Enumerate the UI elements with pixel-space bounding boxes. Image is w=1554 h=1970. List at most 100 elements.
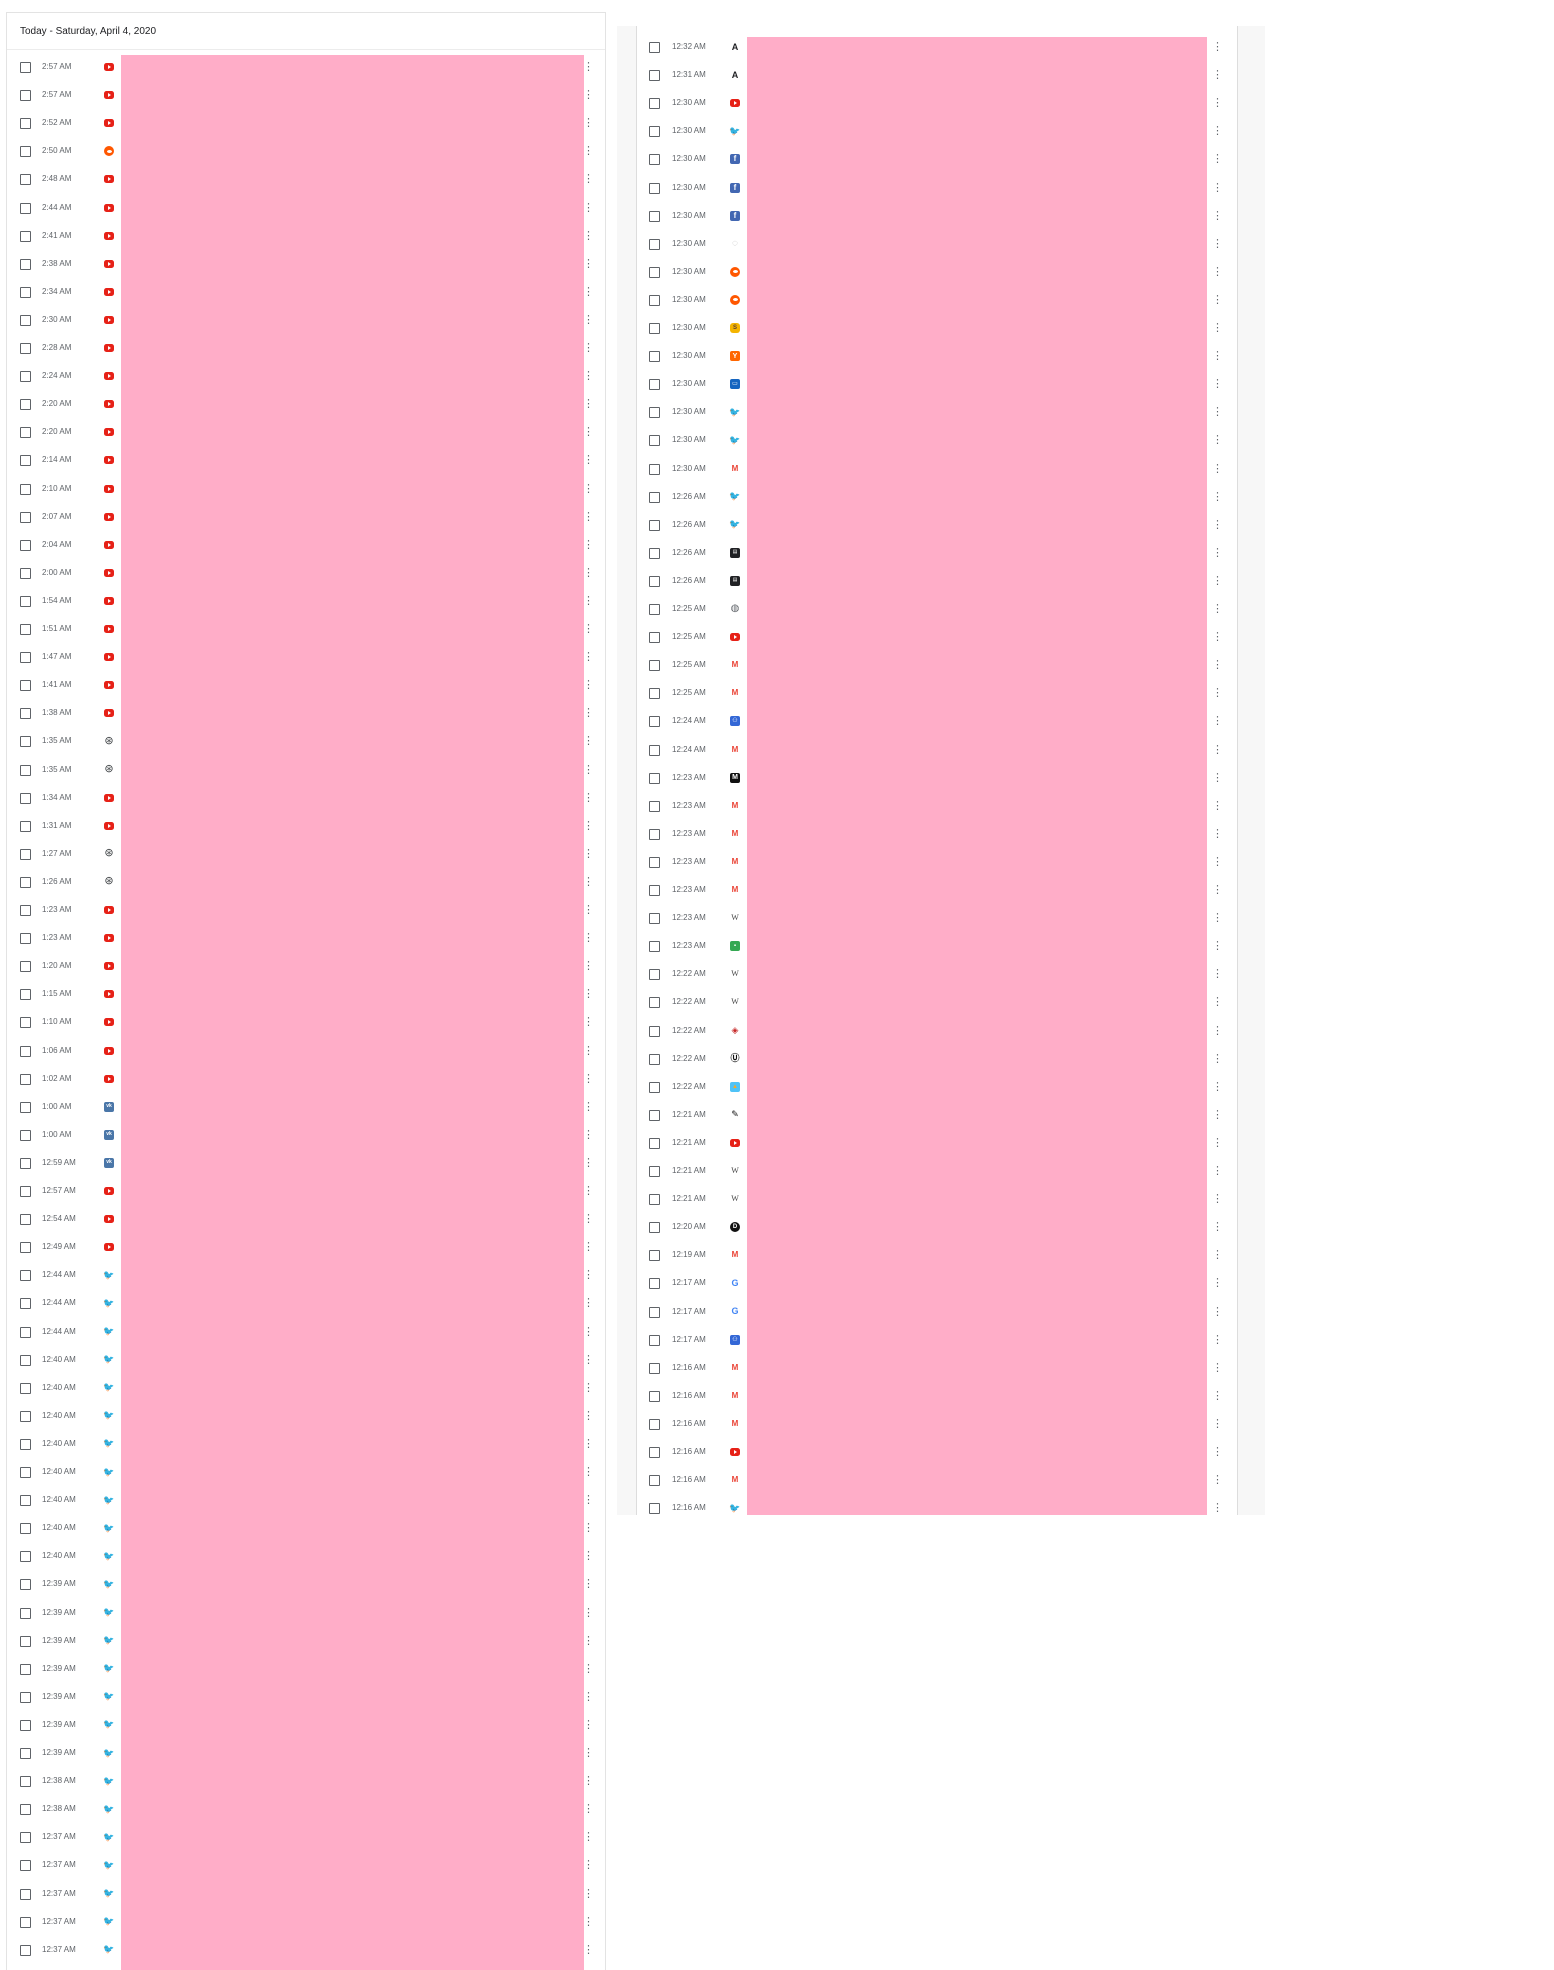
history-entry[interactable]: 12:37 AM 🐦: [7, 1823, 605, 1851]
history-entry[interactable]: 12:26 AM ▤: [637, 567, 1237, 595]
select-checkbox[interactable]: [20, 1888, 31, 1900]
select-checkbox[interactable]: [649, 969, 660, 981]
history-entry[interactable]: 12:16 AM M: [637, 1410, 1237, 1438]
select-checkbox[interactable]: [649, 1418, 660, 1430]
more-actions-menu-icon[interactable]: [1212, 573, 1220, 589]
history-entry[interactable]: 12:40 AM 🐦: [7, 1458, 605, 1486]
history-entry[interactable]: 12:44 AM 🐦: [7, 1318, 605, 1346]
more-actions-menu-icon[interactable]: [583, 1857, 591, 1873]
select-checkbox[interactable]: [649, 1334, 660, 1346]
select-checkbox[interactable]: [649, 70, 660, 82]
more-actions-menu-icon[interactable]: [1212, 151, 1220, 167]
history-entry[interactable]: 12:17 AM G: [637, 1298, 1237, 1326]
history-entry[interactable]: 12:39 AM 🐦: [7, 1627, 605, 1655]
select-checkbox[interactable]: [649, 407, 660, 419]
select-checkbox[interactable]: [20, 820, 31, 832]
history-entry[interactable]: 12:40 AM 🐦: [7, 1402, 605, 1430]
more-actions-menu-icon[interactable]: [583, 452, 591, 468]
more-actions-menu-icon[interactable]: [1212, 854, 1220, 870]
select-checkbox[interactable]: [649, 828, 660, 840]
history-entry[interactable]: 12:40 AM 🐦: [7, 1514, 605, 1542]
select-checkbox[interactable]: [20, 1776, 31, 1788]
more-actions-menu-icon[interactable]: [583, 368, 591, 384]
select-checkbox[interactable]: [649, 491, 660, 503]
more-actions-menu-icon[interactable]: [583, 565, 591, 581]
more-actions-menu-icon[interactable]: [1212, 517, 1220, 533]
more-actions-menu-icon[interactable]: [1212, 657, 1220, 673]
select-checkbox[interactable]: [649, 997, 660, 1009]
select-checkbox[interactable]: [649, 1250, 660, 1262]
history-entry[interactable]: 12:23 AM M: [637, 848, 1237, 876]
select-checkbox[interactable]: [649, 688, 660, 700]
select-checkbox[interactable]: [20, 933, 31, 945]
select-checkbox[interactable]: [20, 343, 31, 354]
history-entry[interactable]: 12:54 AM: [7, 1205, 605, 1233]
history-entry[interactable]: 2:38 AM: [7, 250, 605, 278]
select-checkbox[interactable]: [20, 1270, 31, 1282]
history-entry[interactable]: 12:26 AM 🐦: [637, 483, 1237, 511]
select-checkbox[interactable]: [20, 1663, 31, 1675]
more-actions-menu-icon[interactable]: [583, 1689, 591, 1705]
more-actions-menu-icon[interactable]: [1212, 798, 1220, 814]
select-checkbox[interactable]: [20, 1214, 31, 1226]
select-checkbox[interactable]: [20, 1438, 31, 1450]
more-actions-menu-icon[interactable]: [583, 1127, 591, 1143]
more-actions-menu-icon[interactable]: [583, 1183, 591, 1199]
more-actions-menu-icon[interactable]: [1212, 1275, 1220, 1291]
more-actions-menu-icon[interactable]: [1212, 1472, 1220, 1488]
history-entry[interactable]: 12:44 AM 🐦: [7, 1289, 605, 1317]
history-entry[interactable]: 2:07 AM: [7, 503, 605, 531]
select-checkbox[interactable]: [20, 905, 31, 916]
history-entry[interactable]: 12:23 AM M: [637, 764, 1237, 792]
history-entry[interactable]: 12:17 AM ⚇: [637, 1326, 1237, 1354]
history-entry[interactable]: 12:39 AM 🐦: [7, 1683, 605, 1711]
select-checkbox[interactable]: [20, 1045, 31, 1057]
more-actions-menu-icon[interactable]: [583, 537, 591, 553]
more-actions-menu-icon[interactable]: [1212, 1416, 1220, 1432]
more-actions-menu-icon[interactable]: [583, 1014, 591, 1030]
more-actions-menu-icon[interactable]: [583, 87, 591, 103]
history-entry[interactable]: 12:20 AM D: [637, 1213, 1237, 1241]
more-actions-menu-icon[interactable]: [1212, 994, 1220, 1010]
more-actions-menu-icon[interactable]: [1212, 601, 1220, 617]
select-checkbox[interactable]: [20, 736, 31, 748]
select-checkbox[interactable]: [20, 1354, 31, 1366]
more-actions-menu-icon[interactable]: [583, 902, 591, 918]
more-actions-menu-icon[interactable]: [583, 1717, 591, 1733]
history-entry[interactable]: 12:39 AM 🐦: [7, 1711, 605, 1739]
more-actions-menu-icon[interactable]: [1212, 264, 1220, 280]
select-checkbox[interactable]: [649, 1278, 660, 1290]
history-entry[interactable]: 12:16 AM M: [637, 1354, 1237, 1382]
history-entry[interactable]: 12:26 AM ▤: [637, 539, 1237, 567]
select-checkbox[interactable]: [649, 238, 660, 250]
select-checkbox[interactable]: [20, 1017, 31, 1029]
select-checkbox[interactable]: [649, 519, 660, 531]
more-actions-menu-icon[interactable]: [583, 481, 591, 497]
select-checkbox[interactable]: [20, 202, 31, 214]
select-checkbox[interactable]: [649, 1194, 660, 1206]
more-actions-menu-icon[interactable]: [583, 1071, 591, 1087]
select-checkbox[interactable]: [20, 1944, 31, 1956]
history-entry[interactable]: 1:06 AM: [7, 1037, 605, 1065]
history-entry[interactable]: 2:04 AM: [7, 531, 605, 559]
more-actions-menu-icon[interactable]: [583, 284, 591, 300]
history-entry[interactable]: 2:57 AM: [7, 53, 605, 81]
history-entry[interactable]: 12:23 AM ▪: [637, 932, 1237, 960]
select-checkbox[interactable]: [20, 1635, 31, 1647]
history-entry[interactable]: 12:31 AM A: [637, 61, 1237, 89]
more-actions-menu-icon[interactable]: [583, 1043, 591, 1059]
history-entry[interactable]: 12:22 AM W: [637, 960, 1237, 988]
history-entry[interactable]: 12:23 AM M: [637, 820, 1237, 848]
select-checkbox[interactable]: [649, 547, 660, 559]
history-entry[interactable]: 12:40 AM 🐦: [7, 1542, 605, 1570]
select-checkbox[interactable]: [20, 1804, 31, 1816]
more-actions-menu-icon[interactable]: [1212, 404, 1220, 420]
more-actions-menu-icon[interactable]: [1212, 1219, 1220, 1235]
select-checkbox[interactable]: [649, 1306, 660, 1318]
more-actions-menu-icon[interactable]: [1212, 966, 1220, 982]
history-entry[interactable]: 1:23 AM: [7, 924, 605, 952]
select-checkbox[interactable]: [20, 1916, 31, 1928]
select-checkbox[interactable]: [649, 1081, 660, 1093]
more-actions-menu-icon[interactable]: [1212, 713, 1220, 729]
select-checkbox[interactable]: [20, 62, 31, 73]
